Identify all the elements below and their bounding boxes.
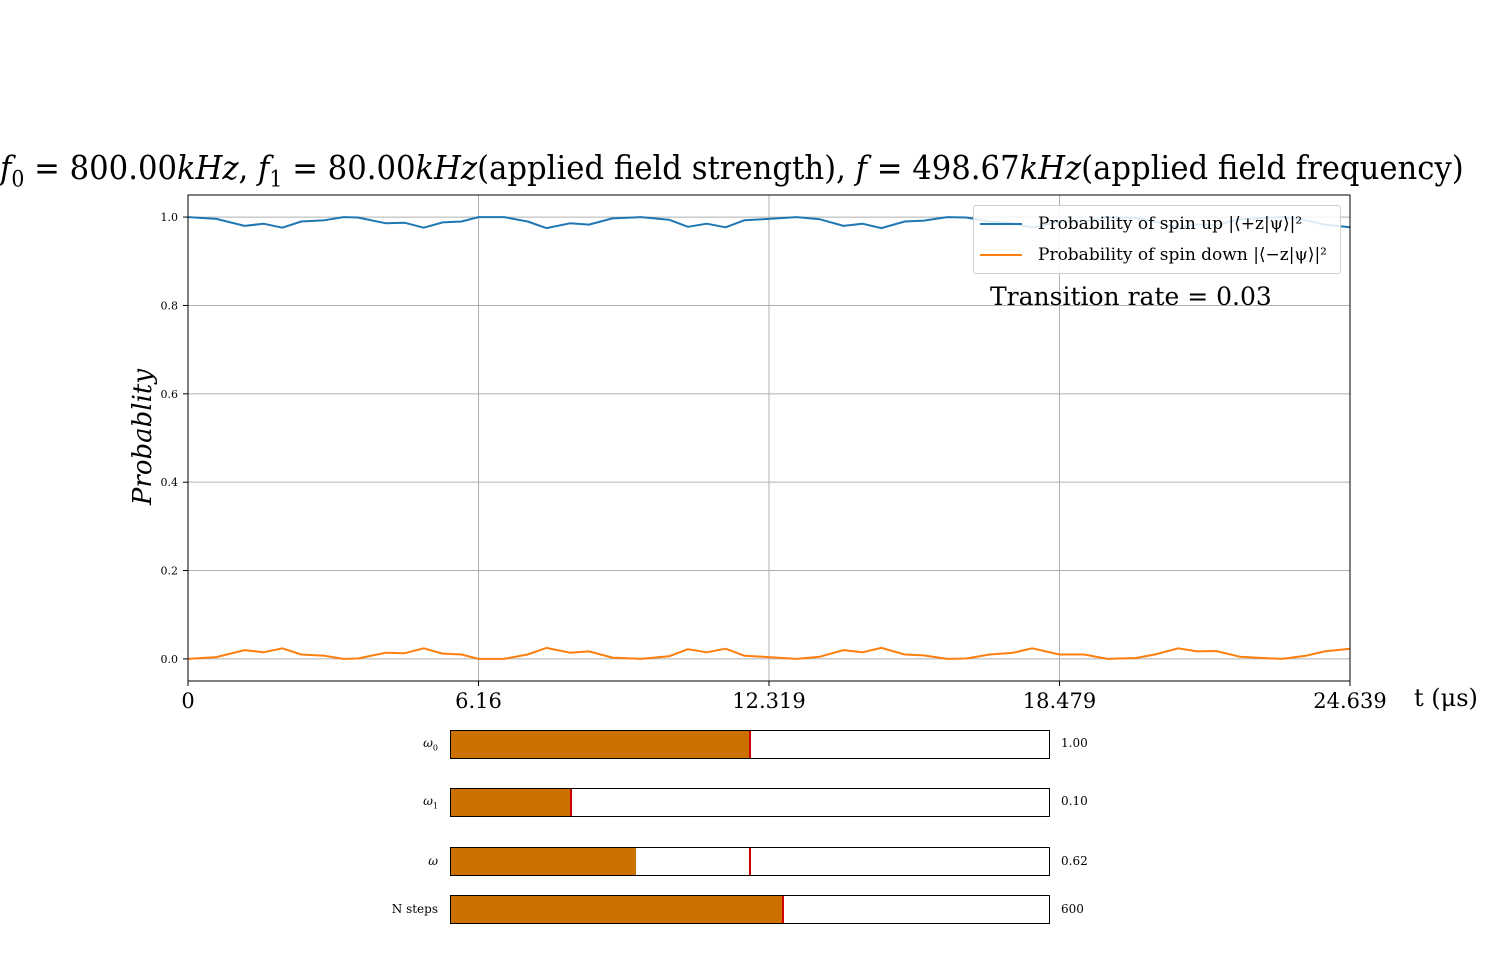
omega-slider-fill xyxy=(451,848,637,875)
omega1-slider[interactable] xyxy=(450,788,1050,817)
omega-slider-initial-marker xyxy=(749,848,751,875)
nsteps-slider-value: 600 xyxy=(1061,902,1084,916)
omega-slider-value: 0.62 xyxy=(1061,854,1088,868)
y-tick-label: 1.0 xyxy=(161,211,179,224)
legend: Probability of spin up |⟨+z|ψ⟩|² Probabi… xyxy=(973,205,1341,274)
nsteps-slider-initial-marker xyxy=(781,896,784,923)
omega1-slider-value: 0.10 xyxy=(1061,794,1088,808)
omega0-slider-fill xyxy=(451,731,750,758)
legend-line-spin-up xyxy=(980,223,1022,225)
omega0-slider-initial-marker xyxy=(749,731,751,758)
omega0-slider-label: ω0 xyxy=(423,736,438,753)
x-tick-label: 12.319 xyxy=(732,689,805,713)
legend-label-spin-down: Probability of spin down |⟨−z|ψ⟩|² xyxy=(1038,245,1327,265)
legend-item-spin-down: Probability of spin down |⟨−z|ψ⟩|² xyxy=(980,243,1327,267)
x-axis-label: t (μs) xyxy=(1414,684,1478,712)
legend-item-spin-up: Probability of spin up |⟨+z|ψ⟩|² xyxy=(980,212,1302,236)
x-tick-label: 18.479 xyxy=(1023,689,1096,713)
y-tick-label: 0.2 xyxy=(161,565,179,578)
omega1-slider-fill xyxy=(451,789,571,816)
omega0-slider[interactable] xyxy=(450,730,1050,759)
x-tick-label: 24.639 xyxy=(1313,689,1386,713)
y-axis-label: Probablity xyxy=(128,368,158,506)
x-tick-label: 6.16 xyxy=(455,689,502,713)
transition-rate-annotation: Transition rate = 0.03 xyxy=(990,282,1272,311)
omega-slider-label: ω xyxy=(428,854,438,868)
omega1-slider-initial-marker xyxy=(569,789,572,816)
nsteps-slider-fill xyxy=(451,896,783,923)
omega0-slider-value: 1.00 xyxy=(1061,736,1088,750)
legend-label-spin-up: Probability of spin up |⟨+z|ψ⟩|² xyxy=(1038,214,1303,234)
omega-slider[interactable] xyxy=(450,847,1050,876)
x-tick-label: 0 xyxy=(181,689,194,713)
nsteps-slider[interactable] xyxy=(450,895,1050,924)
y-tick-label: 0.0 xyxy=(161,653,179,666)
omega1-slider-label: ω1 xyxy=(423,794,438,811)
nsteps-slider-label: N steps xyxy=(391,902,438,916)
legend-line-spin-down xyxy=(980,254,1022,256)
y-tick-label: 0.8 xyxy=(161,299,179,312)
spin-down-line xyxy=(187,646,1351,660)
chart-title: f0 = 800.00kHz, f1 = 80.00kHz(applied fi… xyxy=(0,148,1464,193)
y-tick-label: 0.6 xyxy=(161,388,179,401)
y-tick-label: 0.4 xyxy=(161,476,179,489)
